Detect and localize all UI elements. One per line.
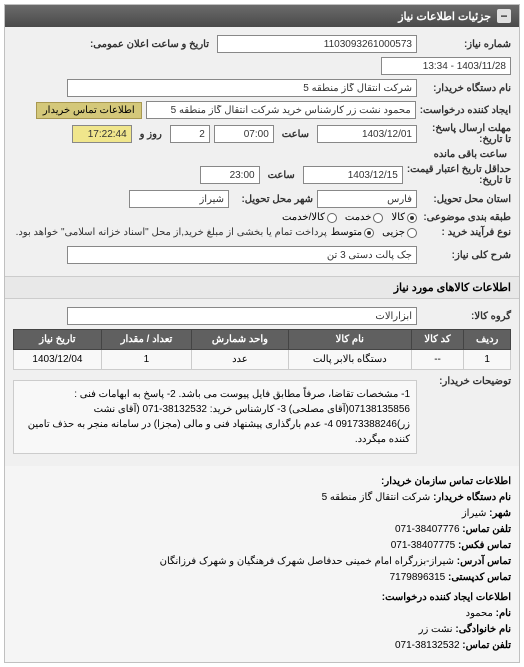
- col-qty: تعداد / مقدار: [101, 330, 191, 350]
- radio-dot-icon: [407, 213, 417, 223]
- contact-address: شیراز-بزرگراه امام خمینی حدفاصل شهرک فره…: [160, 556, 454, 567]
- cell-row: 1: [464, 350, 511, 370]
- radio-dot-icon: [407, 228, 417, 238]
- contact-org-label: نام دستگاه خریدار:: [433, 492, 511, 503]
- hour-label-1: ساعت: [282, 129, 309, 140]
- contact-postcode: 7179896315: [390, 572, 446, 583]
- contact-org: شرکت انتقال گاز منطقه 5: [322, 492, 431, 503]
- form-grid: شماره نیاز: تاریخ و ساعت اعلان عمومی: نا…: [5, 27, 519, 276]
- contact-address-label: تماس آدرس:: [457, 556, 511, 567]
- details-panel: − جزئیات اطلاعات نیاز شماره نیاز: تاریخ …: [4, 4, 520, 663]
- radio-dot-icon: [364, 228, 374, 238]
- process-note: پرداخت تمام یا بخشی از مبلغ خرید,از محل …: [16, 227, 327, 238]
- and-label: روز و: [140, 129, 162, 140]
- contact-fax: 38407775-071: [391, 540, 456, 551]
- hour-label-2: ساعت: [268, 170, 295, 181]
- contact-city: شیراز: [462, 508, 487, 519]
- creator-label: ایجاد کننده درخواست:: [420, 105, 511, 116]
- niaz-number-input[interactable]: [217, 35, 417, 53]
- buyer-org-label: نام دستگاه خریدار:: [421, 83, 511, 94]
- subject-type-label: طبقه بندی موضوعی:: [421, 212, 511, 223]
- price-deadline-label: حداقل تاریخ اعتبار قیمت: تا تاریخ:: [407, 164, 511, 186]
- col-name: نام کالا: [288, 330, 411, 350]
- deadline-reply-date-input[interactable]: [317, 125, 417, 143]
- radio-partial[interactable]: جزیی: [382, 227, 417, 238]
- cell-date: 1403/12/04: [14, 350, 102, 370]
- general-desc-input[interactable]: [67, 246, 417, 264]
- radio-kala[interactable]: کالا: [391, 212, 417, 223]
- collapse-icon[interactable]: −: [497, 9, 511, 23]
- contact-info-button[interactable]: اطلاعات تماس خریدار: [36, 102, 142, 119]
- contact-title: اطلاعات تماس سازمان خریدار:: [13, 474, 511, 490]
- radio-medium[interactable]: متوسط: [331, 227, 374, 238]
- creator-input[interactable]: [146, 101, 416, 119]
- process-type-label: نوع فرآیند خرید :: [421, 227, 511, 238]
- deadline-reply-hour-input[interactable]: [214, 125, 274, 143]
- price-deadline-date-input[interactable]: [303, 166, 403, 184]
- price-deadline-hour-input[interactable]: [200, 166, 260, 184]
- table-row[interactable]: 1 -- دستگاه بالابر پالت عدد 1 1403/12/04: [14, 350, 511, 370]
- table-header-row: ردیف کد کالا نام کالا واحد شمارش تعداد /…: [14, 330, 511, 350]
- contact-block: اطلاعات تماس سازمان خریدار: نام دستگاه خ…: [5, 466, 519, 662]
- remaining-time-input: [72, 125, 132, 143]
- contact-phone-label: تلفن تماس:: [462, 524, 511, 535]
- process-type-radios: جزیی متوسط: [331, 227, 417, 238]
- col-code: کد کالا: [411, 330, 463, 350]
- city-label: شهر محل تحویل:: [233, 194, 313, 205]
- creator-tel-label: تلفن تماس:: [462, 640, 511, 651]
- remaining-days-input: [170, 125, 210, 143]
- goods-table: ردیف کد کالا نام کالا واحد شمارش تعداد /…: [13, 329, 511, 370]
- cell-unit: عدد: [192, 350, 289, 370]
- buyer-notes-text: 1- مشخصات تقاضا، صرفاً مطابق فایل پیوست …: [13, 380, 417, 454]
- goods-section-body: گروه کالا: ردیف کد کالا نام کالا واحد شم…: [5, 299, 519, 466]
- radio-kala-khadamat[interactable]: کالا/خدمت: [282, 212, 337, 223]
- goods-section-title: اطلاعات کالاهای مورد نیاز: [5, 276, 519, 299]
- contact-phone: 38407776-071: [395, 524, 460, 535]
- creator-lname: نشت زر: [419, 624, 453, 635]
- province-label: استان محل تحویل:: [421, 194, 511, 205]
- creator-contact-title: اطلاعات ایجاد کننده درخواست:: [13, 590, 511, 606]
- cell-qty: 1: [101, 350, 191, 370]
- city-input[interactable]: [129, 190, 229, 208]
- subject-type-radios: کالا خدمت کالا/خدمت: [282, 212, 417, 223]
- announce-date-input[interactable]: [381, 57, 511, 75]
- province-input[interactable]: [317, 190, 417, 208]
- creator-name-label: نام:: [496, 608, 511, 619]
- general-desc-label: شرح کلی نیاز:: [421, 250, 511, 261]
- creator-lname-label: نام خانوادگی:: [455, 624, 511, 635]
- contact-fax-label: تماس فکس:: [458, 540, 511, 551]
- creator-name: محمود: [466, 608, 493, 619]
- contact-postcode-label: تماس کدپستی:: [448, 572, 511, 583]
- radio-dot-icon: [327, 213, 337, 223]
- deadline-reply-label: مهلت ارسال پاسخ: تا تاریخ:: [421, 123, 511, 145]
- goods-group-label: گروه کالا:: [421, 311, 511, 322]
- col-row: ردیف: [464, 330, 511, 350]
- contact-city-label: شهر:: [489, 508, 511, 519]
- radio-dot-icon: [373, 213, 383, 223]
- cell-name: دستگاه بالابر پالت: [288, 350, 411, 370]
- goods-group-input[interactable]: [67, 307, 417, 325]
- creator-tel: 38132532-071: [395, 640, 460, 651]
- remaining-label: ساعت باقی مانده: [434, 149, 507, 160]
- panel-title: جزئیات اطلاعات نیاز: [398, 10, 491, 23]
- announce-label: تاریخ و ساعت اعلان عمومی:: [90, 39, 209, 50]
- col-date: تاریخ نیاز: [14, 330, 102, 350]
- panel-header: − جزئیات اطلاعات نیاز: [5, 5, 519, 27]
- niaz-number-label: شماره نیاز:: [421, 39, 511, 50]
- col-unit: واحد شمارش: [192, 330, 289, 350]
- radio-khadamat[interactable]: خدمت: [345, 212, 384, 223]
- cell-code: --: [411, 350, 463, 370]
- buyer-notes-label: توضیحات خریدار:: [421, 376, 511, 387]
- buyer-org-input[interactable]: [67, 79, 417, 97]
